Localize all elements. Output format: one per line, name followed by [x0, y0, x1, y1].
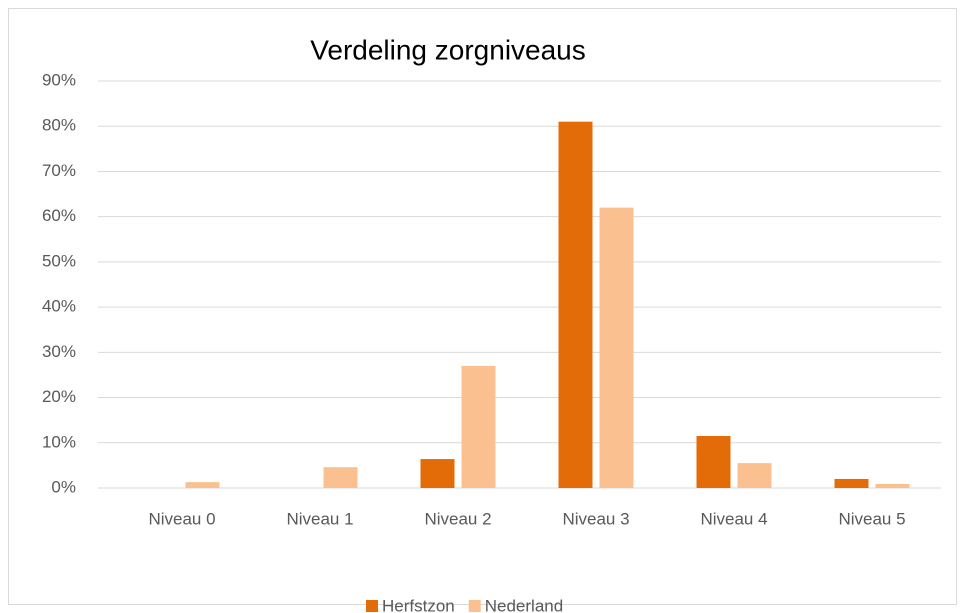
x-tick-label: Niveau 5 [838, 509, 905, 528]
chart-frame [8, 8, 957, 605]
y-tick-label: 90% [42, 70, 76, 89]
y-tick-label: 70% [42, 161, 76, 180]
x-tick-label: Niveau 4 [700, 509, 767, 528]
bar [461, 365, 496, 488]
bar [323, 467, 358, 488]
y-tick-label: 50% [42, 251, 76, 270]
y-tick-label: 20% [42, 387, 76, 406]
y-tick-label: 0% [51, 477, 76, 496]
bar [420, 459, 455, 488]
bar [875, 483, 910, 488]
x-tick-label: Niveau 1 [286, 509, 353, 528]
legend-label: Nederland [485, 596, 563, 613]
legend-swatch [366, 600, 378, 612]
y-tick-label: 60% [42, 206, 76, 225]
y-tick-label: 30% [42, 342, 76, 361]
y-tick-label: 10% [42, 432, 76, 451]
bar [599, 207, 634, 488]
bar [737, 463, 772, 488]
legend-swatch [468, 600, 481, 612]
y-tick-label: 40% [42, 297, 76, 316]
y-tick-label: 80% [42, 116, 76, 135]
bar [834, 478, 869, 488]
bar [185, 482, 220, 488]
bar [696, 435, 731, 488]
x-tick-label: Niveau 2 [424, 509, 491, 528]
x-tick-label: Niveau 3 [562, 509, 629, 528]
legend-label: Herfstzon [382, 596, 455, 613]
x-tick-label: Niveau 0 [148, 509, 215, 528]
bar [558, 121, 593, 488]
chart-title: Verdeling zorgniveaus [310, 34, 586, 65]
